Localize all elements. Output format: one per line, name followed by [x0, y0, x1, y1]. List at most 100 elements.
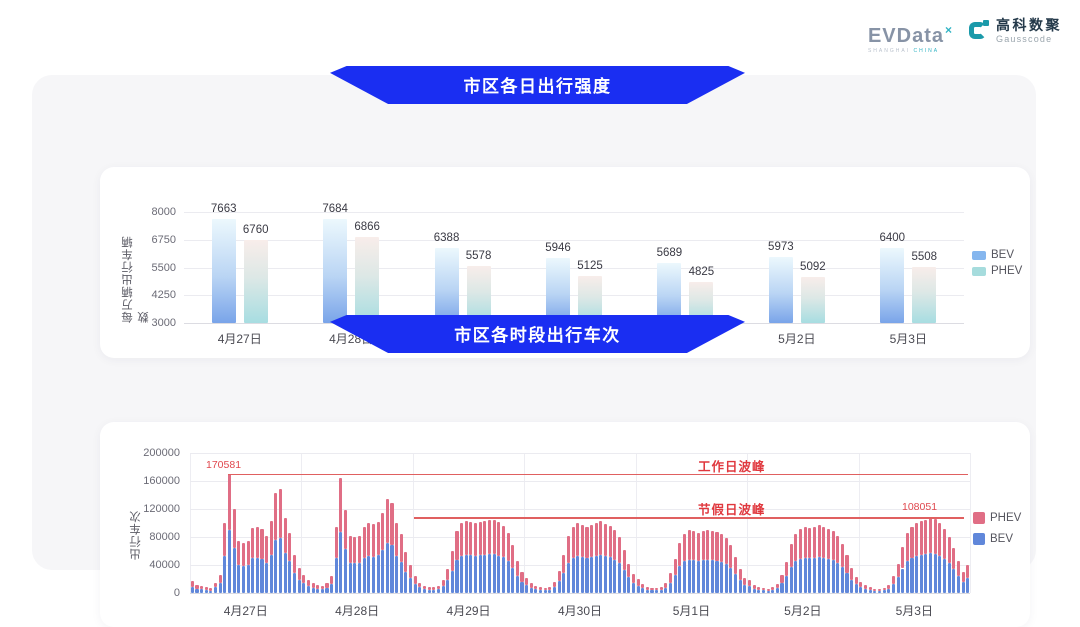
chart2-stack-bar-bev	[891, 584, 895, 593]
chart2-day-separator	[747, 453, 749, 593]
chart2-stack-bar-bev	[381, 550, 385, 593]
chart2-stack-bar-bev	[747, 586, 752, 593]
chart2-gridline	[190, 453, 970, 454]
chart2-stack-bar-phev	[241, 542, 245, 567]
chart1-bar-bev	[546, 257, 570, 323]
chart2-legend-item-phev[interactable]: PHEV	[973, 512, 1021, 524]
chart2-stack-bar-phev	[450, 551, 454, 571]
chart2-stack-bar-bev	[947, 563, 951, 593]
chart2-stack-bar-phev	[288, 532, 292, 562]
chart2-stack-bar-phev	[933, 518, 937, 554]
chart1-title-banner: 市区各日出行强度	[330, 66, 745, 104]
chart2-legend-item-bev[interactable]: BEV	[973, 533, 1013, 545]
chart2-stack-bar-bev	[525, 584, 529, 593]
chart2-stack-bar-bev	[385, 543, 389, 593]
chart2-stack-bar-phev	[622, 549, 626, 570]
chart2-stack-bar-phev	[724, 538, 728, 565]
chart1-x-axis-label: 5月3日	[889, 332, 927, 346]
chart2-stack-bar-phev	[845, 555, 849, 573]
chart2-stack-bar-bev	[223, 555, 227, 593]
chart2-stack-bar-bev	[761, 590, 765, 593]
chart2-stack-bar-bev	[576, 555, 580, 593]
chart2-stack-bar-bev	[460, 555, 464, 593]
chart2-stack-bar-phev	[348, 535, 352, 563]
chart2-stack-bar-bev	[905, 561, 909, 593]
chart2-stack-bar-phev	[757, 587, 761, 591]
chart1-bar-bev	[768, 256, 793, 323]
chart2-gridline	[190, 593, 970, 594]
chart1-legend-item-phev[interactable]: PHEV	[972, 265, 1022, 277]
chart2-stack-bar-bev	[604, 556, 608, 593]
chart2-stack-bar-phev	[385, 499, 389, 544]
chart2-stack-bar-bev	[752, 588, 756, 593]
chart2-stack-bar-phev	[260, 529, 264, 560]
chart1-bar-value-label: 6388	[433, 231, 460, 244]
chart2-stack-bar-phev	[418, 582, 422, 588]
chart2-stack-bar-phev	[469, 521, 473, 556]
chart2-stack-bar-bev	[757, 590, 761, 593]
chart2-stack-bar-phev	[599, 520, 603, 555]
chart2-stack-bar-phev	[840, 544, 844, 568]
chart2-stack-bar-bev	[659, 590, 663, 593]
chart2-stack-bar-phev	[557, 570, 561, 582]
chart2-stack-bar-bev	[427, 590, 431, 593]
chart1-bar-phev	[243, 239, 268, 323]
chart2-stack-bar-bev	[474, 555, 478, 593]
chart2-stack-bar-phev	[794, 533, 798, 562]
chart2-stack-bar-phev	[422, 586, 427, 590]
chart1-gridline	[184, 212, 964, 213]
chart2-stack-bar-phev	[427, 587, 431, 591]
chart2-stack-bar-phev	[664, 583, 668, 588]
chart2-stack-bar-phev	[952, 548, 956, 570]
chart1-gridline	[184, 295, 964, 297]
chart2-stack-bar-bev	[190, 586, 194, 593]
chart2-stack-bar-bev	[330, 584, 334, 593]
gausscode-icon	[969, 20, 990, 41]
chart2-stack-bar-phev	[961, 572, 965, 582]
chart2-stack-bar-phev	[910, 526, 914, 558]
chart2-stack-bar-bev	[678, 566, 682, 593]
chart2-stack-bar-bev	[692, 560, 696, 593]
chart2-stack-bar-phev	[836, 535, 840, 563]
chart1-bar-phev	[912, 267, 937, 323]
chart2-stack-bar-bev	[464, 554, 468, 593]
chart2-stack-bar-bev	[877, 590, 882, 593]
chart2-stack-bar-bev	[395, 555, 399, 593]
chart2-stack-bar-phev	[571, 526, 575, 558]
chart2-stack-bar-bev	[822, 557, 826, 593]
chart2-stack-bar-phev	[678, 542, 682, 567]
chart2-stack-bar-bev	[265, 562, 269, 593]
chart2-stack-bar-phev	[789, 544, 793, 568]
chart2-stack-bar-bev	[775, 588, 779, 593]
chart2-stack-bar-phev	[413, 575, 417, 584]
chart1-y-tick-label: 3000	[151, 317, 176, 329]
chart2-stack-bar-bev	[590, 557, 594, 593]
chart2-stack-bar-bev	[803, 557, 807, 593]
chart2-stack-bar-bev	[771, 590, 775, 593]
chart2-stack-bar-bev	[422, 589, 427, 593]
chart2-stack-bar-bev	[292, 572, 297, 593]
chart2-stack-bar-phev	[501, 525, 505, 558]
chart2-stack-bar-phev	[534, 586, 538, 590]
evdata-wordmark: EVData×	[868, 20, 953, 46]
legend-swatch-phev	[972, 266, 986, 276]
chart2-stack-bar-phev	[548, 586, 552, 590]
chart1-legend-item-bev[interactable]: BEV	[972, 249, 1014, 261]
chart2-stack-bar-bev	[353, 563, 357, 593]
chart2-stack-bar-bev	[455, 560, 459, 593]
chart2-gridline	[190, 565, 970, 566]
chart2-stack-bar-phev	[775, 583, 779, 589]
chart2-stack-bar-phev	[636, 579, 640, 586]
chart2-stack-bar-bev	[251, 558, 255, 593]
chart1-bar-bev	[880, 247, 905, 323]
chart2-stack-bar-phev	[631, 574, 635, 583]
workday-peak-label: 工作日波峰	[698, 459, 766, 474]
chart2-stack-bar-bev	[696, 561, 700, 593]
chart2-stack-bar-bev	[942, 558, 947, 593]
chart1-gridline	[184, 239, 964, 241]
brand-logos: EVData× SHANGHAI CHINA 高科数聚 Gausscode	[868, 18, 1062, 55]
chart2-stack-bar-bev	[501, 557, 505, 593]
chart2-stack-bar-phev	[562, 554, 566, 573]
chart2-stack-bar-bev	[706, 559, 710, 593]
chart2-day-separator	[190, 453, 191, 593]
